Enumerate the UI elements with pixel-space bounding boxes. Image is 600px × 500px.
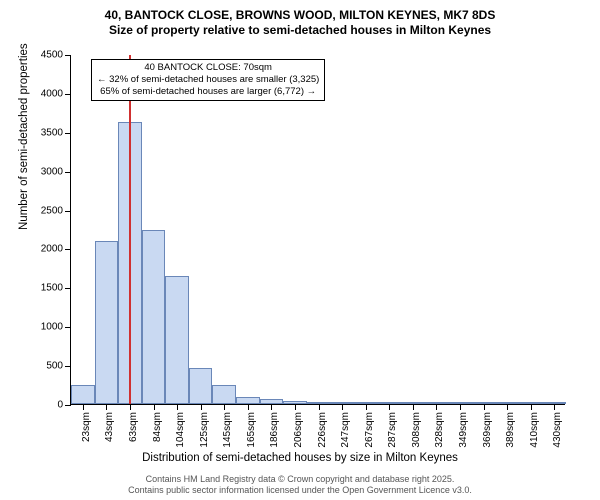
x-tick-label: 308sqm xyxy=(411,412,422,448)
x-tick-label: 125sqm xyxy=(199,412,210,448)
x-tick xyxy=(531,404,532,410)
x-tick xyxy=(554,404,555,410)
y-tick-label: 2000 xyxy=(41,244,71,255)
y-tick-label: 1000 xyxy=(41,322,71,333)
x-tick xyxy=(248,404,249,410)
x-tick-label: 23sqm xyxy=(81,412,92,442)
x-tick-label: 430sqm xyxy=(552,412,563,448)
x-tick-label: 43sqm xyxy=(104,412,115,442)
histogram-bar xyxy=(189,368,213,404)
x-tick xyxy=(319,404,320,410)
x-tick xyxy=(83,404,84,410)
x-tick xyxy=(154,404,155,410)
histogram-bar xyxy=(142,230,166,404)
x-tick-label: 328sqm xyxy=(434,412,445,448)
y-tick-label: 3000 xyxy=(41,166,71,177)
x-axis-title: Distribution of semi-detached houses by … xyxy=(0,452,600,464)
x-tick xyxy=(295,404,296,410)
y-tick-label: 0 xyxy=(57,400,71,411)
x-tick xyxy=(271,404,272,410)
x-tick-label: 389sqm xyxy=(505,412,516,448)
annotation-line: ← 32% of semi-detached houses are smalle… xyxy=(97,74,319,86)
x-tick xyxy=(413,404,414,410)
x-tick-label: 410sqm xyxy=(529,412,540,448)
chart-area: 05001000150020002500300035004000450023sq… xyxy=(70,55,565,405)
x-tick xyxy=(201,404,202,410)
x-tick xyxy=(507,404,508,410)
x-tick-label: 267sqm xyxy=(364,412,375,448)
x-tick xyxy=(106,404,107,410)
x-tick xyxy=(389,404,390,410)
annotation-line: 40 BANTOCK CLOSE: 70sqm xyxy=(97,62,319,74)
x-tick-label: 206sqm xyxy=(293,412,304,448)
title-line-2: Size of property relative to semi-detach… xyxy=(0,23,600,38)
x-tick-label: 145sqm xyxy=(222,412,233,448)
annotation-box: 40 BANTOCK CLOSE: 70sqm← 32% of semi-det… xyxy=(91,59,325,101)
x-tick xyxy=(342,404,343,410)
x-tick xyxy=(436,404,437,410)
y-tick-label: 3500 xyxy=(41,127,71,138)
y-axis-title: Number of semi-detached properties xyxy=(18,43,30,230)
histogram-bar xyxy=(95,241,119,404)
attribution-footer: Contains HM Land Registry data © Crown c… xyxy=(0,474,600,497)
x-tick-label: 369sqm xyxy=(482,412,493,448)
y-tick-label: 500 xyxy=(46,361,71,372)
reference-line xyxy=(129,55,131,404)
plot-region: 05001000150020002500300035004000450023sq… xyxy=(70,55,565,405)
histogram-bar xyxy=(212,385,236,404)
x-tick-label: 287sqm xyxy=(387,412,398,448)
x-tick xyxy=(484,404,485,410)
footer-line-2: Contains public sector information licen… xyxy=(0,485,600,496)
x-tick-label: 104sqm xyxy=(175,412,186,448)
title-line-1: 40, BANTOCK CLOSE, BROWNS WOOD, MILTON K… xyxy=(0,8,600,23)
y-tick-label: 2500 xyxy=(41,205,71,216)
x-tick-label: 63sqm xyxy=(128,412,139,442)
y-tick-label: 1500 xyxy=(41,283,71,294)
y-tick-label: 4000 xyxy=(41,88,71,99)
x-tick xyxy=(460,404,461,410)
x-tick-label: 349sqm xyxy=(458,412,469,448)
x-tick-label: 247sqm xyxy=(340,412,351,448)
footer-line-1: Contains HM Land Registry data © Crown c… xyxy=(0,474,600,485)
x-tick-label: 84sqm xyxy=(152,412,163,442)
x-tick xyxy=(366,404,367,410)
x-tick xyxy=(177,404,178,410)
y-tick-label: 4500 xyxy=(41,50,71,61)
annotation-line: 65% of semi-detached houses are larger (… xyxy=(97,86,319,98)
x-tick xyxy=(224,404,225,410)
x-tick-label: 165sqm xyxy=(246,412,257,448)
chart-title-block: 40, BANTOCK CLOSE, BROWNS WOOD, MILTON K… xyxy=(0,0,600,38)
x-tick-label: 186sqm xyxy=(269,412,280,448)
x-tick-label: 226sqm xyxy=(317,412,328,448)
histogram-bar xyxy=(71,385,95,404)
histogram-bar xyxy=(165,276,189,404)
x-tick xyxy=(130,404,131,410)
histogram-bar xyxy=(236,397,260,404)
